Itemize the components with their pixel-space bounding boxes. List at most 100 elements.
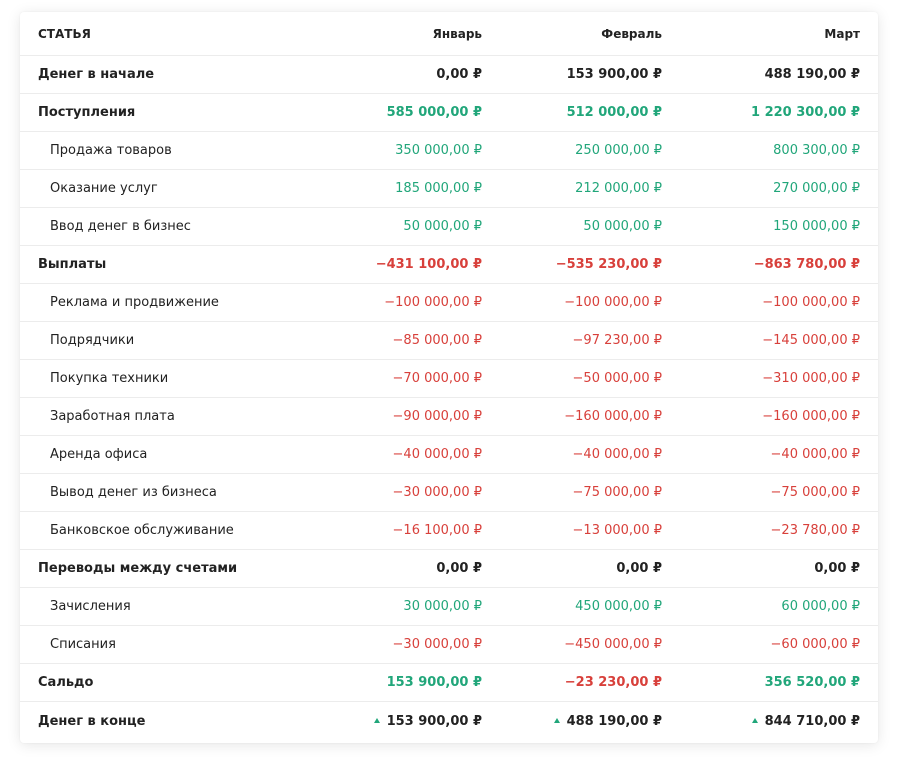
cell-march: 488 190,00 ₽	[680, 55, 878, 94]
cell-february: 50 000,00 ₽	[500, 207, 680, 246]
cell-value: 153 900,00 ₽	[386, 713, 482, 729]
cell-march: 800 300,00 ₽	[680, 131, 878, 170]
cashflow-report-card: СТАТЬЯ Январь Февраль Март Денег в начал…	[20, 12, 878, 743]
cell-january: −431 100,00 ₽	[320, 245, 500, 284]
cell-february: −160 000,00 ₽	[500, 397, 680, 436]
table-row-office-rent[interactable]: Аренда офиса −40 000,00 ₽ −40 000,00 ₽ −…	[20, 435, 878, 474]
cell-march: −100 000,00 ₽	[680, 283, 878, 322]
table-row-cash-start[interactable]: Денег в начале 0,00 ₽ 153 900,00 ₽ 488 1…	[20, 55, 878, 94]
table-row-bank-fees[interactable]: Банковское обслуживание −16 100,00 ₽ −13…	[20, 511, 878, 550]
cell-january: 30 000,00 ₽	[320, 587, 500, 626]
table-row-capital-out[interactable]: Вывод денег из бизнеса −30 000,00 ₽ −75 …	[20, 473, 878, 512]
cell-january: 0,00 ₽	[320, 55, 500, 94]
cell-february: −75 000,00 ₽	[500, 473, 680, 512]
cell-february: 450 000,00 ₽	[500, 587, 680, 626]
table-row-capital-in[interactable]: Ввод денег в бизнес 50 000,00 ₽ 50 000,0…	[20, 207, 878, 246]
row-label: Вывод денег из бизнеса	[20, 473, 320, 512]
cell-march: −40 000,00 ₽	[680, 435, 878, 474]
cell-january: −90 000,00 ₽	[320, 397, 500, 436]
cell-january: −70 000,00 ₽	[320, 359, 500, 398]
triangle-up-icon	[553, 717, 560, 723]
column-header-march: Март	[680, 12, 878, 56]
cell-march: −310 000,00 ₽	[680, 359, 878, 398]
cell-january: 0,00 ₽	[320, 549, 500, 588]
row-label: Ввод денег в бизнес	[20, 207, 320, 246]
cell-march: −160 000,00 ₽	[680, 397, 878, 436]
cell-february: −13 000,00 ₽	[500, 511, 680, 550]
row-label: Денег в начале	[20, 55, 320, 94]
row-label: Аренда офиса	[20, 435, 320, 474]
cell-february: 0,00 ₽	[500, 549, 680, 588]
row-label: Оказание услуг	[20, 169, 320, 208]
cell-january: 585 000,00 ₽	[320, 93, 500, 132]
table-row-equipment[interactable]: Покупка техники −70 000,00 ₽ −50 000,00 …	[20, 359, 878, 398]
cell-march: −60 000,00 ₽	[680, 625, 878, 664]
row-label: Поступления	[20, 93, 320, 132]
cell-march: 270 000,00 ₽	[680, 169, 878, 208]
row-label: Денег в конце	[38, 713, 146, 729]
cell-february: 153 900,00 ₽	[500, 55, 680, 94]
cell-march: −75 000,00 ₽	[680, 473, 878, 512]
row-label: Зачисления	[20, 587, 320, 626]
table-row-transfers-out[interactable]: Списания −30 000,00 ₽ −450 000,00 ₽ −60 …	[20, 625, 878, 664]
cell-january: −100 000,00 ₽	[320, 283, 500, 322]
triangle-up-icon	[751, 717, 758, 723]
table-row-transfers-in[interactable]: Зачисления 30 000,00 ₽ 450 000,00 ₽ 60 0…	[20, 587, 878, 626]
row-label: Переводы между счетами	[20, 549, 320, 588]
cell-february: −535 230,00 ₽	[500, 245, 680, 284]
table-row-income[interactable]: Поступления 585 000,00 ₽ 512 000,00 ₽ 1 …	[20, 93, 878, 132]
cell-february: −100 000,00 ₽	[500, 283, 680, 322]
cell-february: −50 000,00 ₽	[500, 359, 680, 398]
row-label: Заработная плата	[20, 397, 320, 436]
cell-january: 350 000,00 ₽	[320, 131, 500, 170]
cell-february: −23 230,00 ₽	[500, 663, 680, 702]
cell-february: −97 230,00 ₽	[500, 321, 680, 360]
table-row-services[interactable]: Оказание услуг 185 000,00 ₽ 212 000,00 ₽…	[20, 169, 878, 208]
cell-january: 50 000,00 ₽	[320, 207, 500, 246]
column-header-article: СТАТЬЯ	[20, 12, 320, 56]
table-row-cash-end[interactable]: Денег в конце 153 900,00 ₽ 488 190,00 ₽ …	[20, 702, 878, 741]
table-row-sales[interactable]: Продажа товаров 350 000,00 ₽ 250 000,00 …	[20, 131, 878, 170]
cell-value: 488 190,00 ₽	[566, 713, 662, 729]
cell-february: 488 190,00 ₽	[500, 702, 680, 741]
cell-march: −145 000,00 ₽	[680, 321, 878, 360]
cell-february: 250 000,00 ₽	[500, 131, 680, 170]
cell-march: 1 220 300,00 ₽	[680, 93, 878, 132]
cell-march: 356 520,00 ₽	[680, 663, 878, 702]
table-row-contractors[interactable]: Подрядчики −85 000,00 ₽ −97 230,00 ₽ −14…	[20, 321, 878, 360]
cell-february: −450 000,00 ₽	[500, 625, 680, 664]
cell-january: 185 000,00 ₽	[320, 169, 500, 208]
cell-february: 512 000,00 ₽	[500, 93, 680, 132]
cell-march: 844 710,00 ₽	[680, 702, 878, 741]
cell-january: 153 900,00 ₽	[320, 702, 500, 741]
cell-march: 150 000,00 ₽	[680, 207, 878, 246]
cashflow-table: СТАТЬЯ Январь Февраль Март Денег в начал…	[20, 12, 878, 740]
cell-february: −40 000,00 ₽	[500, 435, 680, 474]
row-label: Сальдо	[20, 663, 320, 702]
row-label: Списания	[20, 625, 320, 664]
column-header-january: Январь	[320, 12, 500, 56]
cell-january: 153 900,00 ₽	[320, 663, 500, 702]
row-label: Банковское обслуживание	[20, 511, 320, 550]
row-label: Подрядчики	[20, 321, 320, 360]
cell-january: −40 000,00 ₽	[320, 435, 500, 474]
cell-march: −23 780,00 ₽	[680, 511, 878, 550]
cell-january: −85 000,00 ₽	[320, 321, 500, 360]
table-row-salary[interactable]: Заработная плата −90 000,00 ₽ −160 000,0…	[20, 397, 878, 436]
table-row-advertising[interactable]: Реклама и продвижение −100 000,00 ₽ −100…	[20, 283, 878, 322]
row-label: Выплаты	[20, 245, 320, 284]
table-header-row: СТАТЬЯ Январь Февраль Март	[20, 12, 878, 56]
triangle-up-icon	[373, 717, 380, 723]
table-row-transfers[interactable]: Переводы между счетами 0,00 ₽ 0,00 ₽ 0,0…	[20, 549, 878, 588]
table-row-payments[interactable]: Выплаты −431 100,00 ₽ −535 230,00 ₽ −863…	[20, 245, 878, 284]
cell-february: 212 000,00 ₽	[500, 169, 680, 208]
cell-january: −30 000,00 ₽	[320, 473, 500, 512]
cell-march: 60 000,00 ₽	[680, 587, 878, 626]
cell-january: −16 100,00 ₽	[320, 511, 500, 550]
cell-march: 0,00 ₽	[680, 549, 878, 588]
row-label: Реклама и продвижение	[20, 283, 320, 322]
column-header-february: Февраль	[500, 12, 680, 56]
cell-january: −30 000,00 ₽	[320, 625, 500, 664]
cell-march: −863 780,00 ₽	[680, 245, 878, 284]
table-row-balance[interactable]: Сальдо 153 900,00 ₽ −23 230,00 ₽ 356 520…	[20, 663, 878, 702]
